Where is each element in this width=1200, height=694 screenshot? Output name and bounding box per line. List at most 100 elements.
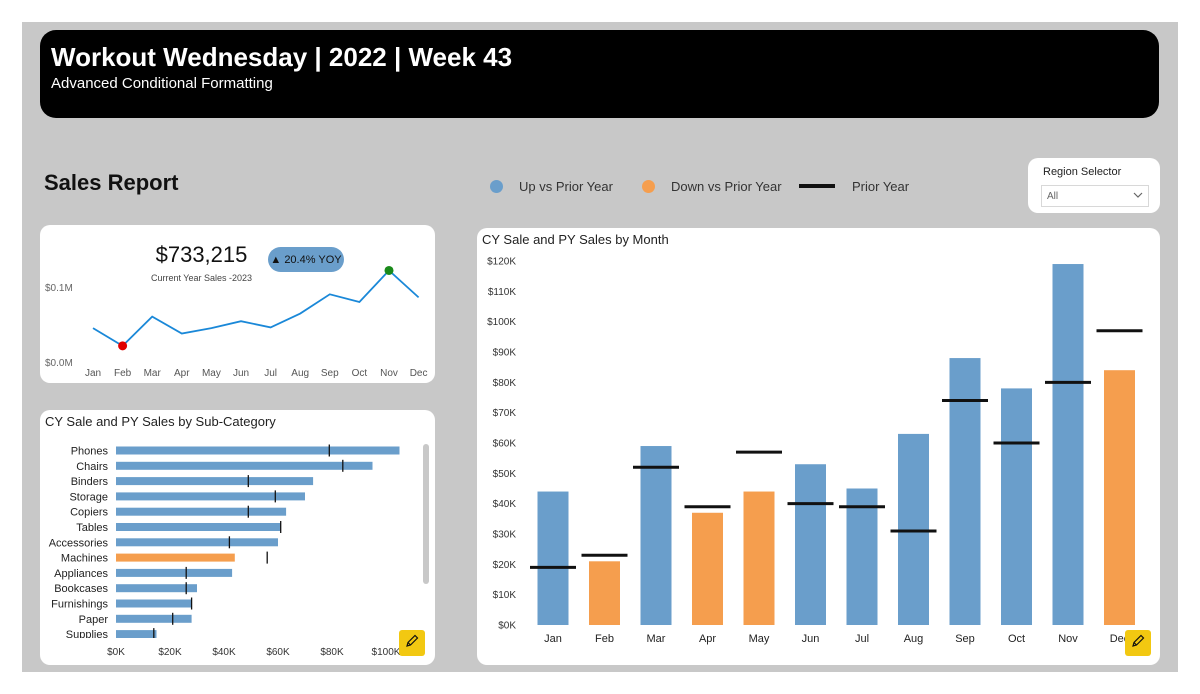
y-tick-label: $20K	[493, 560, 517, 571]
legend-down-marker	[642, 179, 655, 193]
y-tick-label: $0K	[498, 621, 516, 632]
month-bar-chart: $0K $10K $20K $30K $40K $50K $60K $70K $80K $90K $…	[487, 257, 1143, 645]
x-tick-label: Jun	[233, 368, 249, 379]
cy-bar	[116, 446, 400, 455]
y-tick-label: $120K	[487, 257, 516, 268]
min-marker	[118, 341, 128, 351]
y-tick-label: $90K	[493, 348, 517, 359]
header-title: Workout Wednesday | 2022 | Week 43	[51, 42, 513, 72]
pencil-icon	[1130, 633, 1146, 654]
y-tick-label: $0.0M	[45, 358, 73, 369]
x-tick-label: Mar	[647, 633, 666, 645]
x-tick-label: $40K	[212, 647, 236, 658]
y-tick-label: $10K	[493, 590, 517, 601]
cy-bar	[116, 614, 192, 623]
region-selector-dropdown[interactable]: All	[1041, 185, 1149, 207]
category-label: Storage	[69, 491, 108, 503]
kpi-value: $733,215	[155, 242, 248, 267]
region-selector-title: Region Selector	[1043, 166, 1122, 178]
y-tick-label: $80K	[493, 378, 517, 389]
y-tick-label: $30K	[493, 530, 517, 541]
x-tick-label: Sep	[955, 633, 975, 645]
subcategory-bar-chart: Phones Chairs Binders Storage Copiers Tables A…	[40, 444, 420, 658]
y-tick-label: $100K	[487, 317, 516, 328]
category-label: Tables	[76, 522, 108, 534]
x-tick-label: Mar	[144, 368, 162, 379]
y-tick-label: $0.1M	[45, 283, 73, 294]
cy-bar	[116, 630, 157, 639]
subcategory-chart-card: CY Sale and PY Sales by Sub-Category Pho…	[40, 410, 435, 665]
x-tick-label: $80K	[320, 647, 344, 658]
cy-bar	[640, 446, 672, 625]
cy-bar	[949, 358, 981, 625]
cy-bar	[116, 461, 373, 470]
cy-bar	[1104, 370, 1135, 625]
region-selector-value: All	[1047, 191, 1059, 202]
x-tick-label: Aug	[291, 368, 309, 379]
x-tick-label: Aug	[904, 633, 924, 645]
x-tick-label: May	[749, 633, 770, 645]
yoy-badge: ▲ 20.4% YOY	[268, 247, 344, 272]
cy-bar	[1001, 388, 1032, 625]
x-tick-label: Nov	[380, 368, 398, 379]
x-tick-label: Feb	[595, 633, 614, 645]
legend-up-label: Up vs Prior Year	[519, 178, 613, 194]
cy-bar	[743, 491, 775, 625]
subcategory-scrollbar[interactable]	[423, 444, 429, 584]
cy-bar	[589, 561, 620, 625]
cy-bar	[116, 568, 233, 577]
x-tick-label: Feb	[114, 368, 132, 379]
legend-prior-year: Prior Year	[799, 176, 909, 196]
series-line	[92, 269, 420, 347]
x-tick-label: Oct	[352, 368, 368, 379]
legend-down: Down vs Prior Year	[642, 176, 782, 196]
month-chart-card: CY Sale and PY Sales by Month $0K $10K $20…	[477, 228, 1160, 665]
scroll-mask	[40, 638, 420, 648]
cy-bar	[795, 464, 826, 625]
x-tick-label: Jul	[855, 633, 869, 645]
legend-prior-year-label: Prior Year	[852, 178, 910, 194]
x-tick-label: Oct	[1008, 633, 1025, 645]
y-tick-label: $60K	[493, 439, 517, 450]
cy-bar	[537, 491, 569, 625]
cy-bar	[116, 477, 314, 486]
max-marker	[384, 265, 394, 275]
y-tick-label: $40K	[493, 499, 517, 510]
cy-bar	[116, 523, 281, 531]
x-tick-label: May	[202, 368, 221, 379]
cy-bar	[846, 488, 878, 625]
category-label: Machines	[61, 553, 109, 565]
category-label: Chairs	[76, 461, 108, 473]
header-banner: Workout Wednesday | 2022 | Week 43 Advan…	[40, 30, 1159, 118]
category-label: Bookcases	[54, 583, 108, 595]
cy-bar	[116, 507, 287, 516]
legend-up-marker	[490, 179, 503, 193]
pencil-icon	[404, 633, 420, 654]
cy-bar	[116, 584, 197, 593]
x-tick-label: Apr	[699, 633, 716, 645]
x-tick-label: Nov	[1058, 633, 1078, 645]
kpi-caption: Current Year Sales -2023	[150, 273, 253, 283]
legend-up: Up vs Prior Year	[490, 176, 613, 196]
x-tick-label: Jan	[85, 368, 101, 379]
cy-bar	[898, 433, 929, 625]
region-selector: Region Selector All	[1028, 158, 1160, 213]
cy-bar	[116, 553, 235, 562]
category-label: Paper	[79, 614, 109, 626]
chevron-down-icon	[1132, 188, 1144, 205]
category-label: Furnishings	[51, 599, 108, 611]
category-label: Accessories	[49, 537, 109, 549]
cy-bar	[116, 538, 278, 547]
x-tick-label: Jul	[264, 368, 277, 379]
category-label: Binders	[71, 476, 109, 488]
month-chart-title: CY Sale and PY Sales by Month	[482, 232, 669, 247]
page-title: Sales Report	[44, 170, 179, 195]
x-tick-label: Dec	[1110, 633, 1130, 645]
edit-button[interactable]	[1125, 630, 1151, 656]
x-tick-label: $60K	[266, 647, 290, 658]
x-tick-label: $20K	[158, 647, 182, 658]
x-tick-label: $0K	[107, 647, 125, 658]
legend-down-label: Down vs Prior Year	[671, 178, 782, 194]
sales-sparkline-chart: $0.0M $0.1M Jan Feb Mar Apr May Jun Jul Aug Sep Oct…	[45, 265, 427, 379]
edit-button[interactable]	[399, 630, 425, 656]
